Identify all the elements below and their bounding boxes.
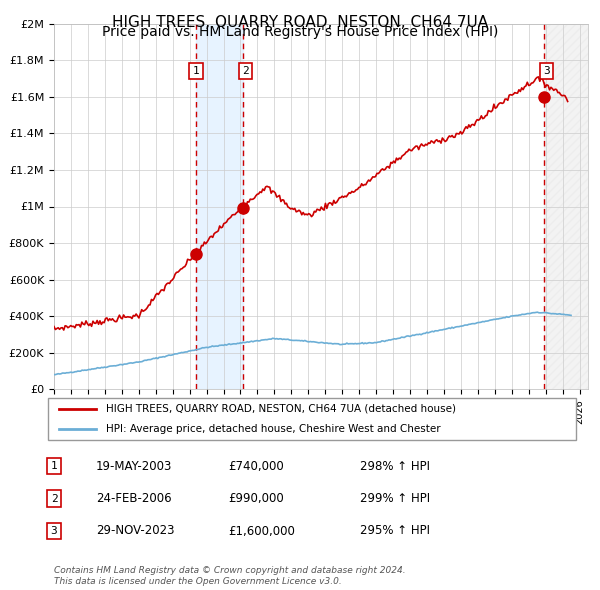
- Text: 19-MAY-2003: 19-MAY-2003: [96, 460, 172, 473]
- Text: 295% ↑ HPI: 295% ↑ HPI: [360, 525, 430, 537]
- Text: 2: 2: [50, 494, 58, 503]
- Text: 2: 2: [242, 66, 249, 76]
- Text: 3: 3: [50, 526, 58, 536]
- Text: 29-NOV-2023: 29-NOV-2023: [96, 525, 175, 537]
- Text: 1: 1: [50, 461, 58, 471]
- Text: Price paid vs. HM Land Registry's House Price Index (HPI): Price paid vs. HM Land Registry's House …: [102, 25, 498, 40]
- Text: £990,000: £990,000: [228, 492, 284, 505]
- Text: HIGH TREES, QUARRY ROAD, NESTON, CH64 7UA: HIGH TREES, QUARRY ROAD, NESTON, CH64 7U…: [112, 15, 488, 30]
- Text: 1: 1: [193, 66, 199, 76]
- Text: 299% ↑ HPI: 299% ↑ HPI: [360, 492, 430, 505]
- Text: HPI: Average price, detached house, Cheshire West and Chester: HPI: Average price, detached house, Ches…: [106, 424, 441, 434]
- Text: £740,000: £740,000: [228, 460, 284, 473]
- Text: 3: 3: [543, 66, 550, 76]
- Text: 24-FEB-2006: 24-FEB-2006: [96, 492, 172, 505]
- Bar: [544, 24, 588, 389]
- Text: 298% ↑ HPI: 298% ↑ HPI: [360, 460, 430, 473]
- Text: HIGH TREES, QUARRY ROAD, NESTON, CH64 7UA (detached house): HIGH TREES, QUARRY ROAD, NESTON, CH64 7U…: [106, 404, 456, 414]
- Text: Contains HM Land Registry data © Crown copyright and database right 2024.
This d: Contains HM Land Registry data © Crown c…: [54, 566, 406, 586]
- Bar: [196, 24, 243, 389]
- FancyBboxPatch shape: [48, 398, 576, 440]
- Text: £1,600,000: £1,600,000: [228, 525, 295, 537]
